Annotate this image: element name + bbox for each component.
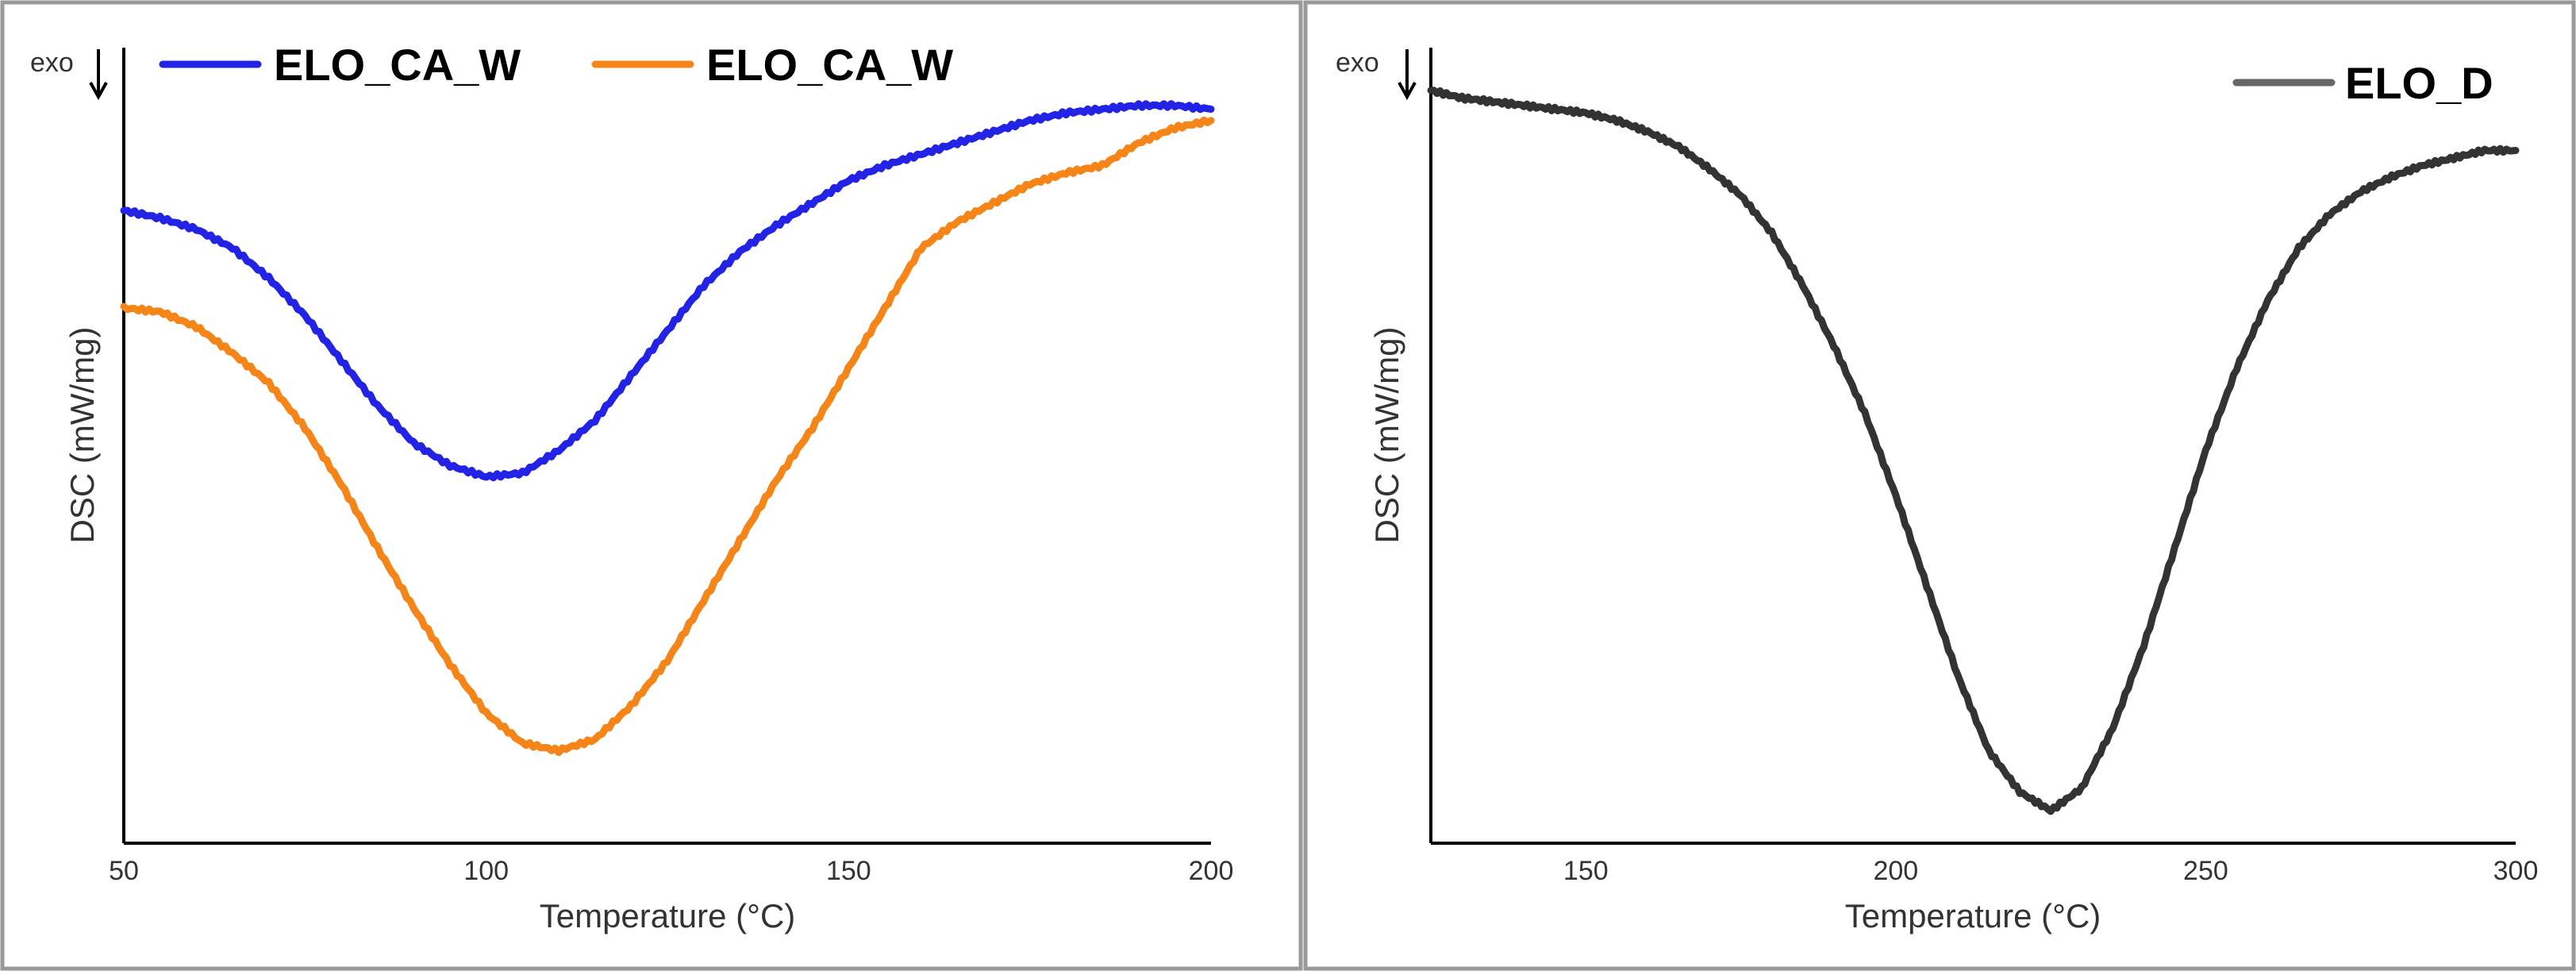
right-y-axis-label: DSC (mW/mg)	[1368, 327, 1405, 544]
right-x-ticks: 150 200 250 300	[1563, 856, 2538, 886]
left-series-group	[120, 100, 1215, 757]
x-tick-label: 300	[2493, 856, 2539, 886]
right-chart: exo DSC (mW/mg) Temperature (°C) 150 200 2…	[1336, 48, 2538, 934]
left-exo-arrow-icon	[89, 49, 108, 101]
legend-label: ELO_CA_W	[274, 40, 521, 90]
left-chart: exo DSC (mW/mg) Temperature (°C) 50 100 15…	[30, 40, 1233, 934]
left-exo-label: exo	[30, 48, 74, 78]
left-y-axis-label: DSC (mW/mg)	[63, 327, 101, 544]
x-tick-label: 50	[109, 856, 139, 886]
left-legend: ELO_CA_W ELO_CA_W	[159, 40, 953, 90]
legend-label: ELO_CA_W	[706, 40, 953, 90]
right-x-axis-label: Temperature (°C)	[1845, 897, 2101, 934]
x-tick-label: 200	[1189, 856, 1234, 886]
right-exo-label: exo	[1336, 48, 1379, 78]
x-tick-label: 100	[463, 856, 509, 886]
right-panel-frame	[1303, 0, 2576, 971]
right-exo-arrow-icon	[1398, 49, 1417, 101]
legend-label: ELO_D	[2345, 58, 2493, 108]
x-tick-label: 200	[1873, 856, 1918, 886]
series-line-0-0	[120, 100, 1215, 482]
x-tick-label: 250	[2183, 856, 2228, 886]
right-series-group	[1427, 87, 2520, 815]
left-x-ticks: 50 100 150 200	[109, 856, 1233, 886]
series-line-0-1	[120, 116, 1215, 757]
x-tick-label: 150	[826, 856, 871, 886]
left-panel-frame	[0, 0, 1303, 971]
x-tick-label: 150	[1563, 856, 1609, 886]
right-legend: ELO_D	[2232, 58, 2493, 108]
left-x-axis-label: Temperature (°C)	[540, 897, 796, 934]
series-line-1-0	[1427, 87, 2520, 815]
